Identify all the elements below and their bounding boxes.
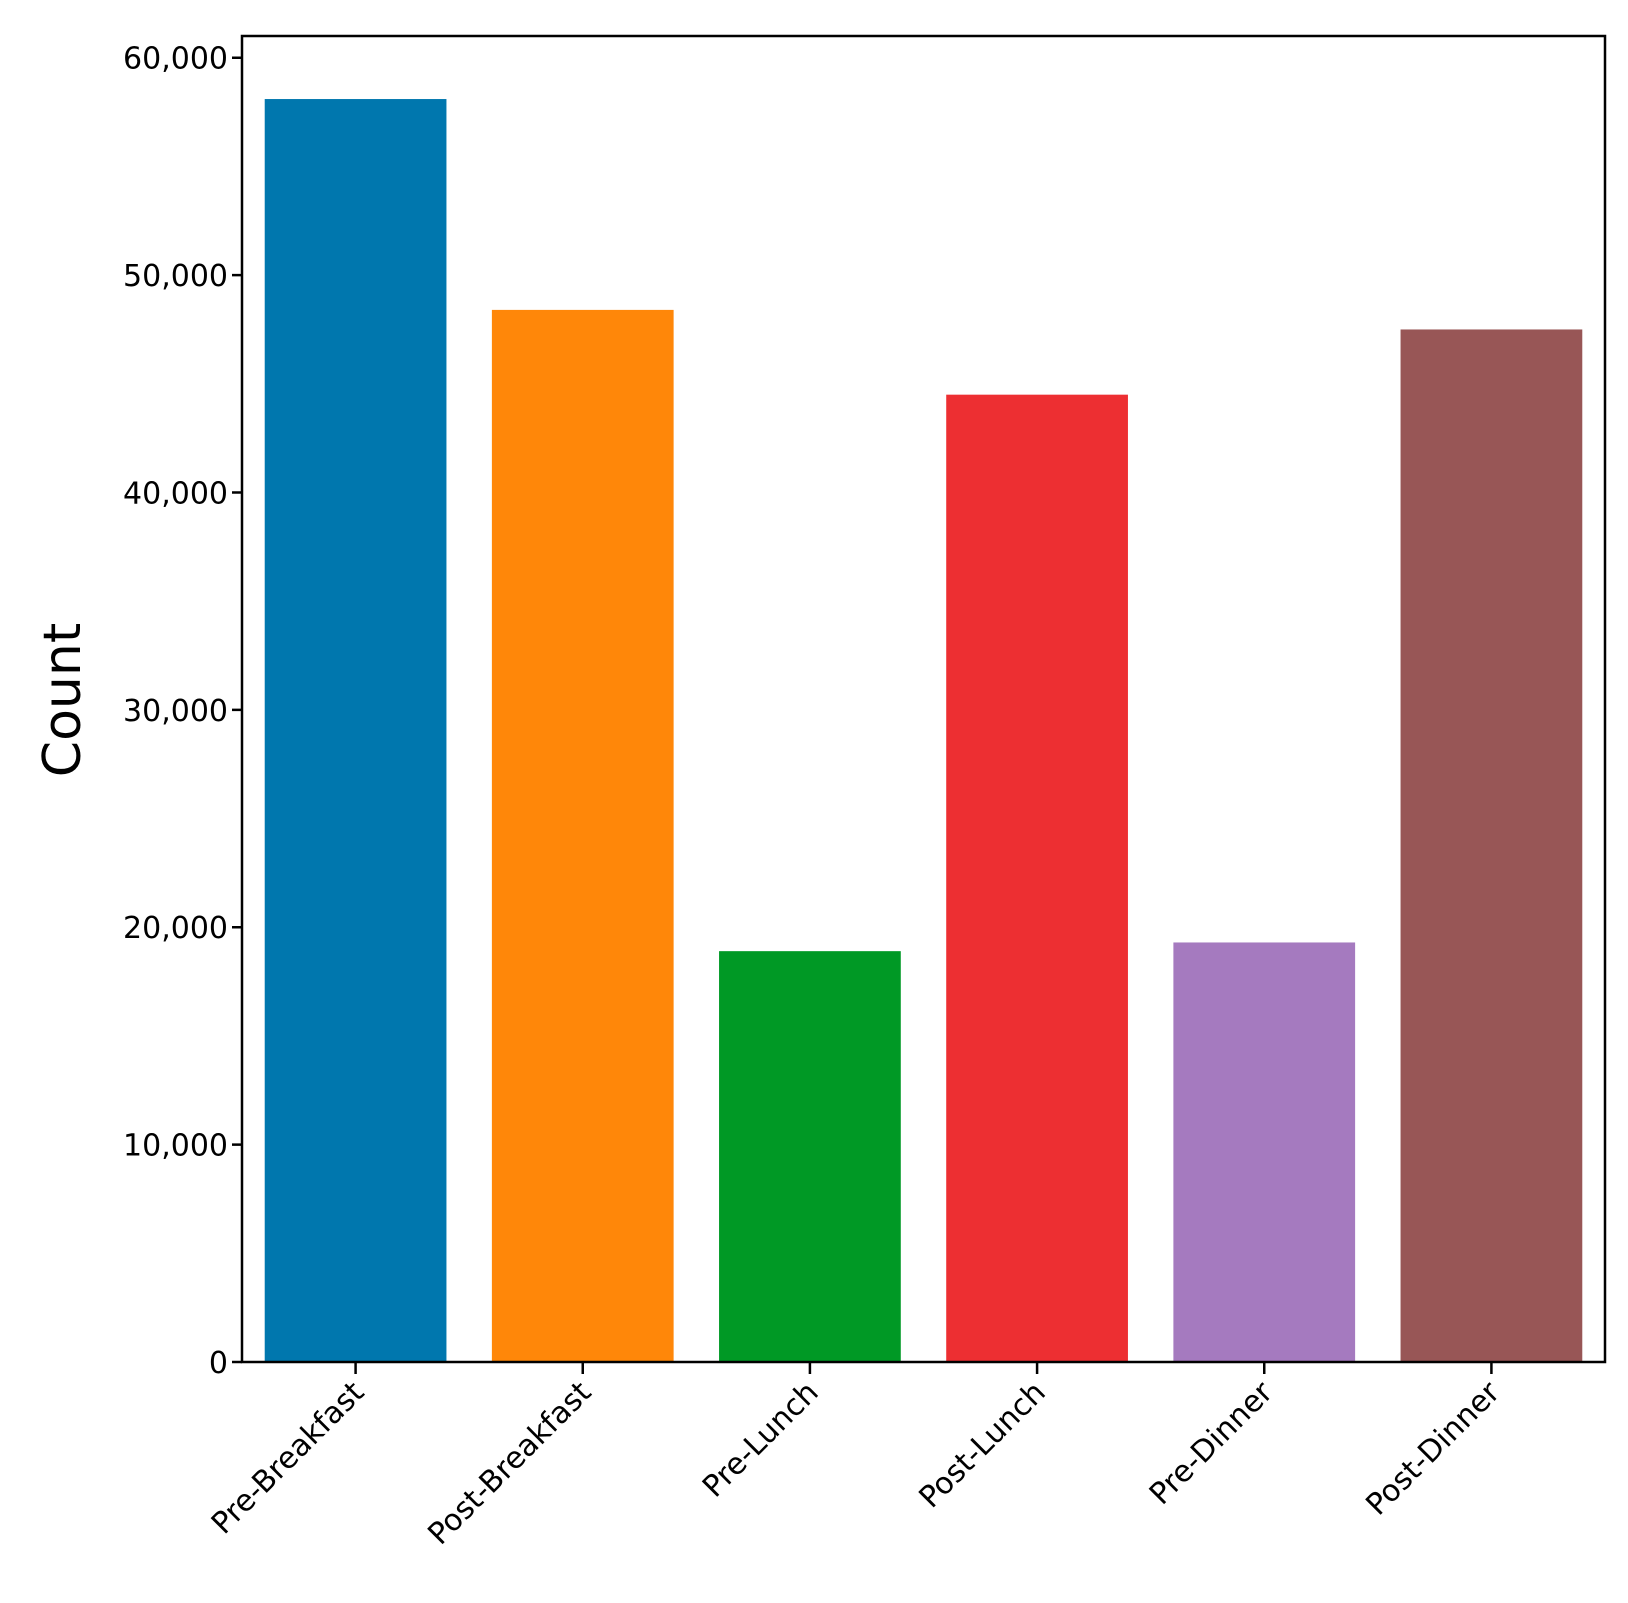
y-tick-label: 40,000	[123, 476, 228, 511]
y-axis-label: Count	[33, 623, 93, 777]
x-tick-label: Pre-Dinner	[1143, 1374, 1280, 1511]
bar	[1173, 942, 1356, 1362]
x-tick-label: Pre-Lunch	[696, 1375, 826, 1505]
y-tick-label: 20,000	[123, 911, 228, 946]
y-tick-label: 30,000	[123, 694, 228, 729]
bar	[264, 99, 447, 1363]
y-tick-label: 50,000	[123, 259, 228, 294]
x-tick-label: Post-Lunch	[913, 1375, 1053, 1515]
bar	[946, 394, 1128, 1362]
x-tick-label: Post-Breakfast	[421, 1375, 598, 1552]
bar	[491, 309, 674, 1363]
x-tick-label: Post-Dinner	[1359, 1374, 1507, 1522]
bar	[1400, 329, 1583, 1363]
y-tick-label: 10,000	[123, 1129, 228, 1164]
plot-frame	[240, 34, 1607, 1364]
y-tick-label: 0	[209, 1346, 228, 1381]
x-tick-label: Pre-Breakfast	[205, 1375, 372, 1542]
y-tick-label: 60,000	[123, 42, 228, 77]
bar	[719, 951, 901, 1362]
